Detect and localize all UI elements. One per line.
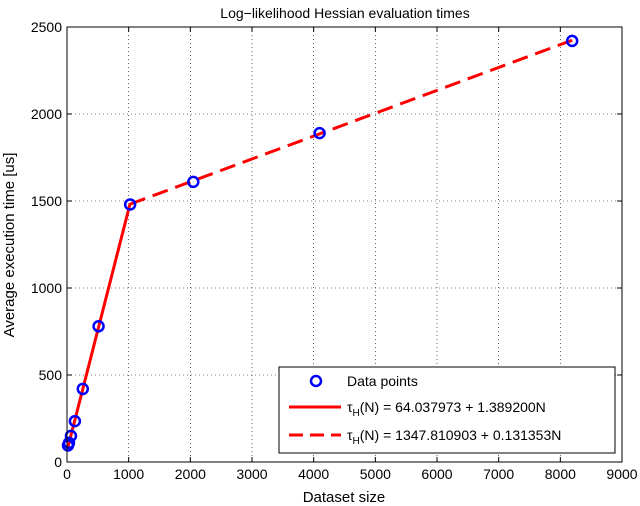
y-tick-label: 2000 <box>31 106 62 122</box>
data-point <box>92 320 105 333</box>
y-tick-label: 1000 <box>31 280 62 296</box>
data-point <box>76 382 90 396</box>
series-line-2 <box>129 38 573 206</box>
data-point <box>187 175 200 189</box>
x-tick-label: 6000 <box>421 466 452 482</box>
data-point <box>62 436 76 450</box>
x-tick-label: 7000 <box>483 466 514 482</box>
x-tick-label: 9000 <box>606 466 637 482</box>
legend: Data points τH(N) = 64.037973 + 1.389200… <box>278 366 616 454</box>
y-tick-label: 1500 <box>31 193 62 209</box>
legend-box <box>278 366 616 454</box>
legend-label-linear-fit-2: τH(N) = 1347.810903 + 0.131353N <box>347 427 561 447</box>
x-tick-label: 5000 <box>360 466 391 482</box>
x-tick-label: 0 <box>63 466 71 482</box>
plot-frame <box>66 26 623 463</box>
data-point <box>565 34 579 48</box>
x-tick-label: 8000 <box>545 466 576 482</box>
y-axis: 0 500 1000 1500 2000 2500 <box>31 19 622 470</box>
x-tick-label: 1000 <box>113 466 144 482</box>
x-axis: 0 1000 2000 3000 4000 5000 6000 7000 8000 9000 <box>63 27 638 482</box>
legend-label-linear-fit-1: τH(N) = 64.037973 + 1.389200N <box>347 399 546 419</box>
grid-lines <box>67 27 622 462</box>
data-point <box>68 414 82 428</box>
y-tick-label: 500 <box>39 367 63 383</box>
x-tick-label: 2000 <box>175 466 206 482</box>
y-tick-label: 0 <box>54 454 62 470</box>
y-tick-label: 2500 <box>31 19 62 35</box>
series-line-1 <box>66 203 132 448</box>
x-tick-label: 3000 <box>236 466 267 482</box>
x-tick-label: 4000 <box>298 466 329 482</box>
x-axis-label: Dataset size <box>303 489 386 506</box>
data-point <box>64 429 78 443</box>
legend-marker-data-points <box>309 374 323 388</box>
data-point <box>313 126 326 140</box>
y-axis-label: Average execution time [us] <box>1 153 18 338</box>
data-point <box>123 198 137 211</box>
legend-label-data-points: Data points <box>347 373 418 389</box>
series-layer <box>61 34 579 452</box>
chart-title: Log−likelihood Hessian evaluation times <box>220 5 469 21</box>
